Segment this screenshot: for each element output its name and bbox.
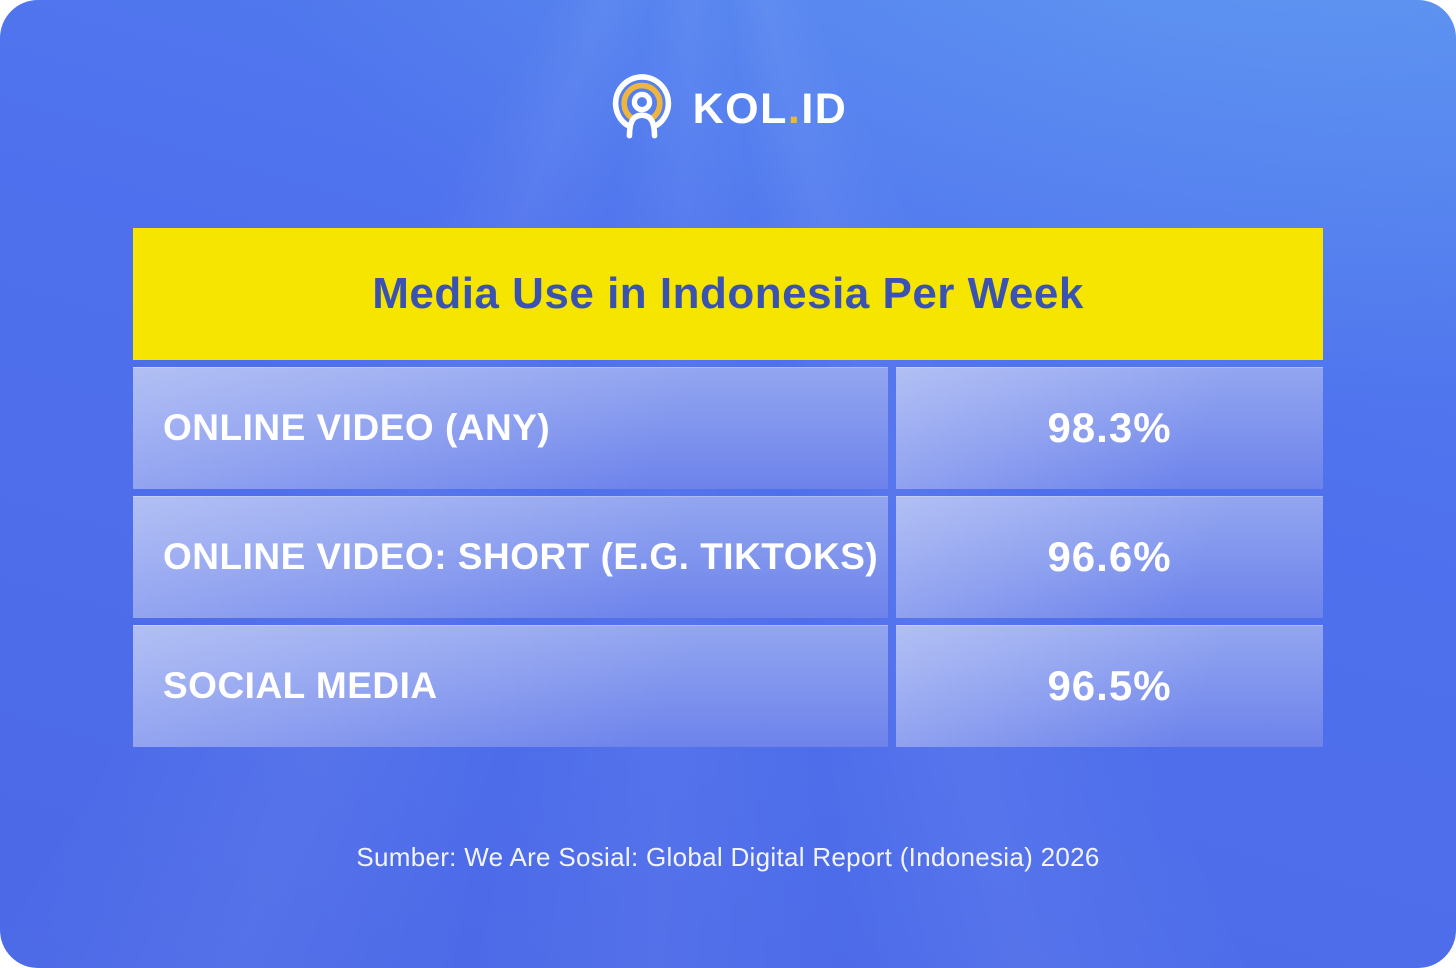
row-value-cell: 96.5% [896, 625, 1323, 747]
broadcast-person-icon [612, 74, 671, 139]
table-row: ONLINE VIDEO: SHORT (E.G. TIKTOKS) 96.6% [133, 496, 1323, 618]
table-row: ONLINE VIDEO (ANY) 98.3% [133, 367, 1323, 489]
brand-dot: . [787, 84, 802, 133]
media-use-table: Media Use in Indonesia Per Week ONLINE V… [133, 228, 1323, 747]
row-label-cell: ONLINE VIDEO (ANY) [133, 367, 888, 489]
table-row: SOCIAL MEDIA 96.5% [133, 625, 1323, 747]
row-label-cell: SOCIAL MEDIA [133, 625, 888, 747]
source-caption: Sumber: We Are Sosial: Global Digital Re… [356, 842, 1100, 872]
page-title: Media Use in Indonesia Per Week [372, 269, 1084, 318]
row-label-cell: ONLINE VIDEO: SHORT (E.G. TIKTOKS) [133, 496, 888, 618]
title-banner: Media Use in Indonesia Per Week [133, 228, 1323, 360]
row-value-cell: 96.6% [896, 496, 1323, 618]
row-value-cell: 98.3% [896, 367, 1323, 489]
brand-prefix: KOL [692, 84, 788, 133]
brand-suffix: ID [801, 84, 848, 133]
brand-wordmark: KOL.ID [693, 82, 848, 131]
kol-id-logo: KOL.ID [0, 70, 1456, 142]
